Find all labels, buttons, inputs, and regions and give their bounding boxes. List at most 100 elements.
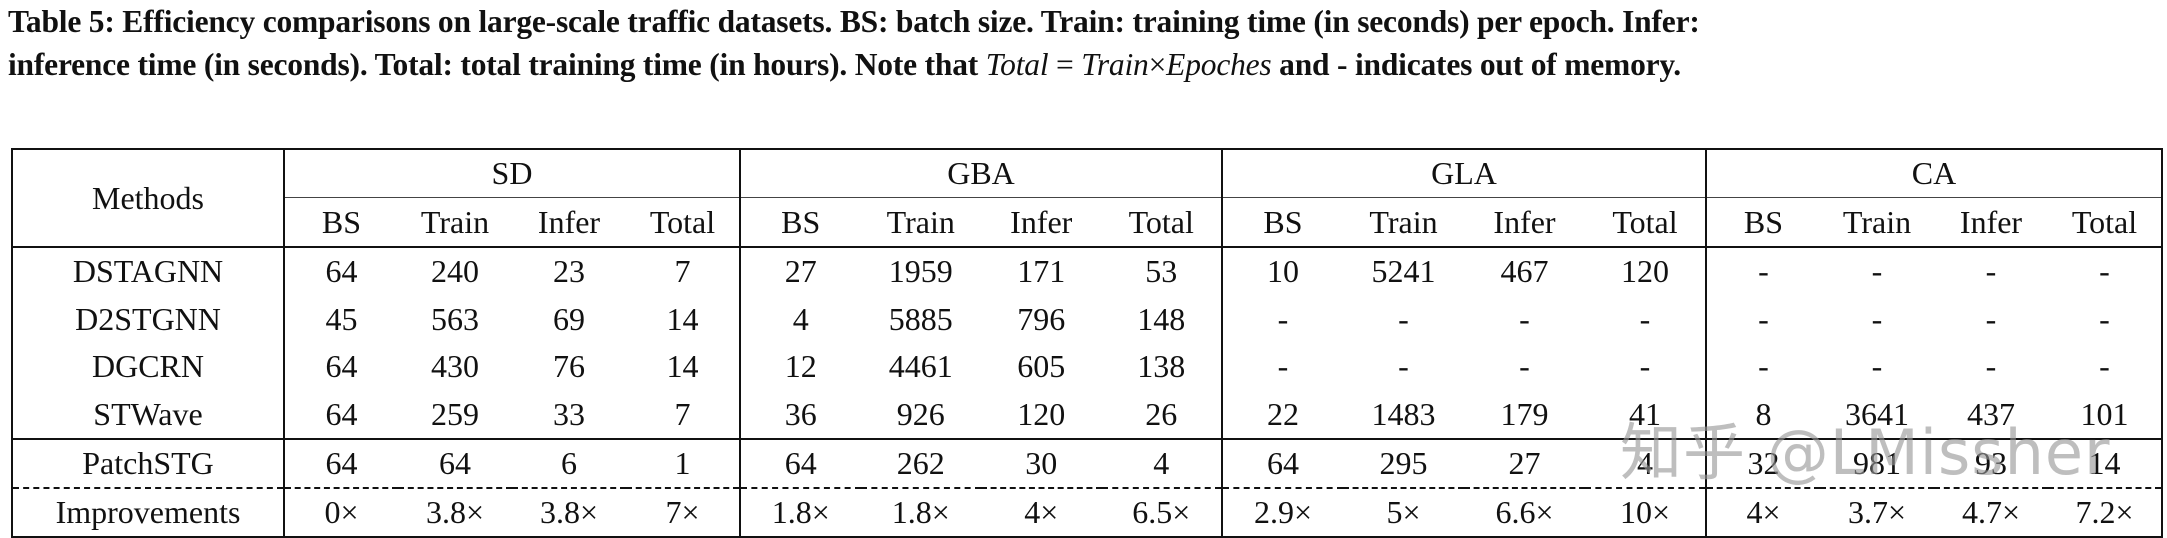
table-cell: 120 bbox=[1017, 395, 1066, 432]
table-cell: 30 bbox=[981, 438, 1102, 488]
table-cell: 6.5× bbox=[1101, 487, 1223, 538]
table-cell: 3.8× bbox=[512, 487, 626, 538]
table-cell: 69 bbox=[553, 300, 585, 337]
table-cell: 64 bbox=[325, 395, 358, 432]
table-row: DSTAGNN 64 240 23 7 27 1959 171 53 10 5241 467 120 - -… bbox=[11, 247, 2163, 296]
table-cell: 138 bbox=[1101, 343, 1223, 391]
math-train: Train bbox=[1081, 47, 1149, 82]
table-row-proposed: PatchSTG 64 64 6 1 64 262 30 4 64 295 27 4 32 981 93 14 bbox=[11, 438, 2163, 488]
table-cell: 120 bbox=[1585, 247, 1707, 296]
table-cell: - bbox=[1585, 295, 1707, 343]
method-name: DSTAGNN bbox=[11, 247, 285, 296]
table-cell: 605 bbox=[1017, 348, 1066, 385]
table-cell: - bbox=[1585, 343, 1707, 391]
table-cell: 64 bbox=[325, 348, 358, 385]
table-cell: - bbox=[1758, 300, 1769, 337]
table-cell: 33 bbox=[553, 395, 585, 432]
table-cell: 563 bbox=[431, 300, 479, 337]
caption-line-2: inference time (in seconds). Total: tota… bbox=[8, 43, 2167, 86]
table-cell: 467 bbox=[1500, 253, 1549, 290]
subheader-bs: BS bbox=[1222, 197, 1343, 248]
table-cell: 2.9× bbox=[1222, 487, 1343, 538]
caption-line-2-suffix: and - indicates out of memory. bbox=[1271, 47, 1681, 82]
subheader-total: Total bbox=[1101, 197, 1223, 248]
table-caption: Table 5: Efficiency comparisons on large… bbox=[8, 0, 2167, 86]
subheader-train: Train bbox=[1820, 197, 1934, 248]
header-row-datasets: Methods SD GBA GLA CA bbox=[11, 148, 2163, 248]
table-row: STWave 64 259 33 7 36 926 120 26 22 1483 179 41 8 3641… bbox=[11, 390, 2163, 439]
table-cell: 295 bbox=[1343, 438, 1464, 488]
table-cell: 32 bbox=[1706, 438, 1820, 488]
table-cell: 101 bbox=[2048, 390, 2163, 439]
method-name: PatchSTG bbox=[11, 438, 285, 488]
table-cell: 796 bbox=[1017, 300, 1066, 337]
table-cell: - bbox=[1871, 348, 1883, 385]
table-cell: - bbox=[2048, 247, 2163, 296]
table-cell: - bbox=[1871, 253, 1883, 290]
table-cell: 437 bbox=[1967, 395, 2015, 432]
subheader-train: Train bbox=[860, 197, 981, 248]
table-cell: 76 bbox=[553, 348, 585, 385]
efficiency-table: Methods SD GBA GLA CA BS Train Infer Tot… bbox=[11, 148, 2163, 538]
table-cell: 45 bbox=[325, 300, 358, 337]
table-cell: - bbox=[2048, 343, 2163, 391]
math-total: Total bbox=[985, 47, 1049, 82]
table-row: D2STGNN 45 563 69 14 4 5885 796 148 - - - - - - - - bbox=[11, 295, 2163, 343]
table-cell: - bbox=[1758, 348, 1769, 385]
table-cell: 4461 bbox=[888, 348, 953, 385]
table-cell: - bbox=[1277, 300, 1289, 337]
math-times: × bbox=[1148, 47, 1167, 82]
table-cell: 27 bbox=[784, 253, 817, 290]
subheader-infer: Infer bbox=[1934, 197, 2048, 248]
caption-line-1: Table 5: Efficiency comparisons on large… bbox=[8, 4, 1700, 39]
subheader-bs: BS bbox=[1706, 197, 1820, 248]
dataset-header-sd: SD bbox=[284, 148, 741, 198]
table-cell: 4.7× bbox=[1934, 487, 2048, 538]
table-cell: 259 bbox=[431, 395, 479, 432]
table-cell: 262 bbox=[860, 438, 981, 488]
table-cell: - bbox=[1985, 300, 1997, 337]
table-cell: 93 bbox=[1934, 438, 2048, 488]
caption-line-2-prefix: inference time (in seconds). Total: tota… bbox=[8, 47, 986, 82]
table-cell: - bbox=[1985, 253, 1997, 290]
table-cell: - bbox=[1519, 300, 1530, 337]
table-cell: - bbox=[1758, 253, 1769, 290]
method-name: Improvements bbox=[11, 487, 285, 538]
method-name: STWave bbox=[11, 390, 285, 439]
subheader-total: Total bbox=[626, 197, 741, 248]
table-cell: 26 bbox=[1101, 390, 1223, 439]
table-cell: 41 bbox=[1585, 390, 1707, 439]
table-cell: - bbox=[1871, 300, 1883, 337]
table-cell: 926 bbox=[896, 395, 945, 432]
table-cell: 8 bbox=[1755, 395, 1772, 432]
subheader-total: Total bbox=[1585, 197, 1707, 248]
subheader-infer: Infer bbox=[512, 197, 626, 248]
table-cell: 179 bbox=[1500, 395, 1549, 432]
table-cell: 10× bbox=[1585, 487, 1707, 538]
table-cell: 4 bbox=[1585, 438, 1707, 488]
table-cell: 3.8× bbox=[398, 487, 512, 538]
table-cell: - bbox=[1985, 348, 1997, 385]
table-cell: 64 bbox=[740, 438, 861, 488]
table-cell: 3.7× bbox=[1820, 487, 1934, 538]
table-cell: 64 bbox=[1222, 438, 1343, 488]
table-cell: 7 bbox=[626, 390, 741, 439]
subheader-infer: Infer bbox=[981, 197, 1102, 248]
subheader-infer: Infer bbox=[1464, 197, 1585, 248]
table-cell: 22 bbox=[1267, 395, 1299, 432]
table-cell: - bbox=[2048, 295, 2163, 343]
table-cell: 6 bbox=[512, 438, 626, 488]
table-cell: 12 bbox=[784, 348, 817, 385]
method-name: DGCRN bbox=[11, 343, 285, 391]
table-body: DSTAGNN 64 240 23 7 27 1959 171 53 10 5241 467 120- -… bbox=[11, 247, 2163, 538]
table-cell: 36 bbox=[784, 395, 817, 432]
subheader-total: Total bbox=[2048, 197, 2163, 248]
table-cell: - bbox=[1519, 348, 1530, 385]
table-row-improvements: Improvements 0× 3.8× 3.8× 7× 1.8× 1.8× 4× 6.5× 2.… bbox=[11, 487, 2163, 538]
table-cell: 4 bbox=[1101, 438, 1223, 488]
subheader-train: Train bbox=[398, 197, 512, 248]
table-cell: 4 bbox=[792, 300, 809, 337]
table-cell: 27 bbox=[1464, 438, 1585, 488]
table-cell: 1483 bbox=[1371, 395, 1436, 432]
table-cell: 5241 bbox=[1371, 253, 1436, 290]
